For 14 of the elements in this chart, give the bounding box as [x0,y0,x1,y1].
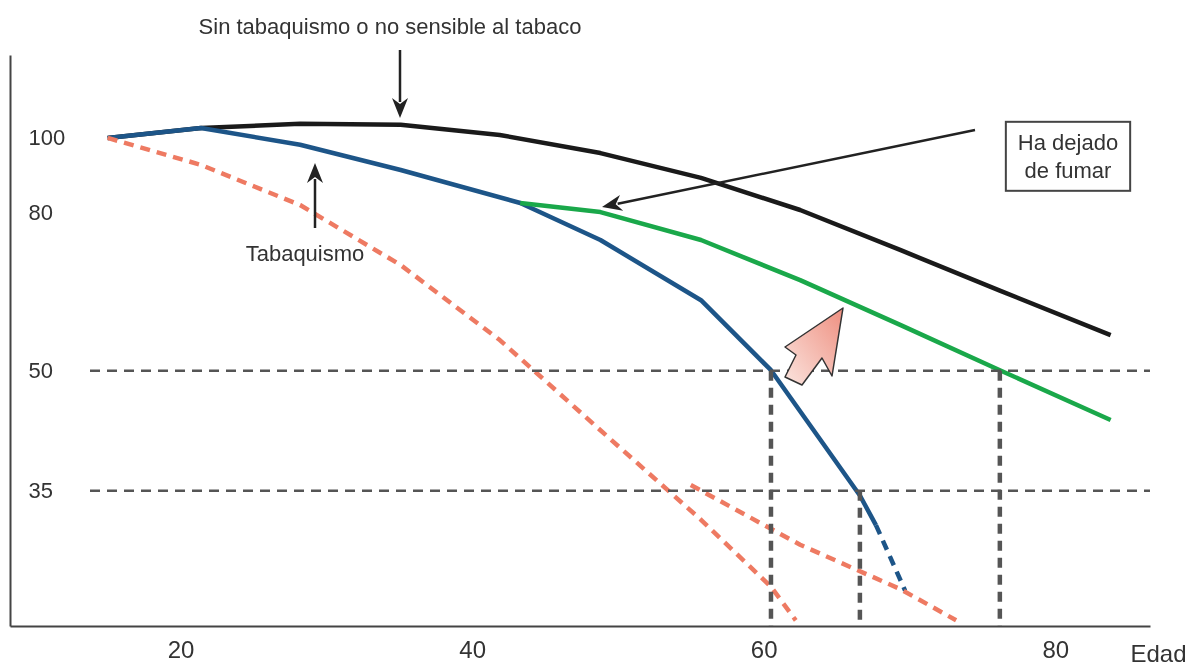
x-tick-label: 20 [167,635,195,663]
line-series [688,482,959,623]
y-tick-label: 50 [28,358,53,384]
y-tick-label: 80 [28,200,53,226]
line-series [105,135,798,623]
y-tick-label: 35 [28,478,53,504]
annotation: Ha dejado de fumar [1017,129,1119,183]
x-tick-label: 60 [750,635,778,663]
x-axis-title: Edad [1130,639,1187,667]
x-tick-label: 40 [459,635,486,663]
text: Sin tabaquismo o no sensible al tabaco [198,13,582,39]
y-tick-label: 100 [28,125,66,151]
annotation: Tabaquismo [245,240,365,266]
x-tick-label: 80 [1042,635,1070,663]
